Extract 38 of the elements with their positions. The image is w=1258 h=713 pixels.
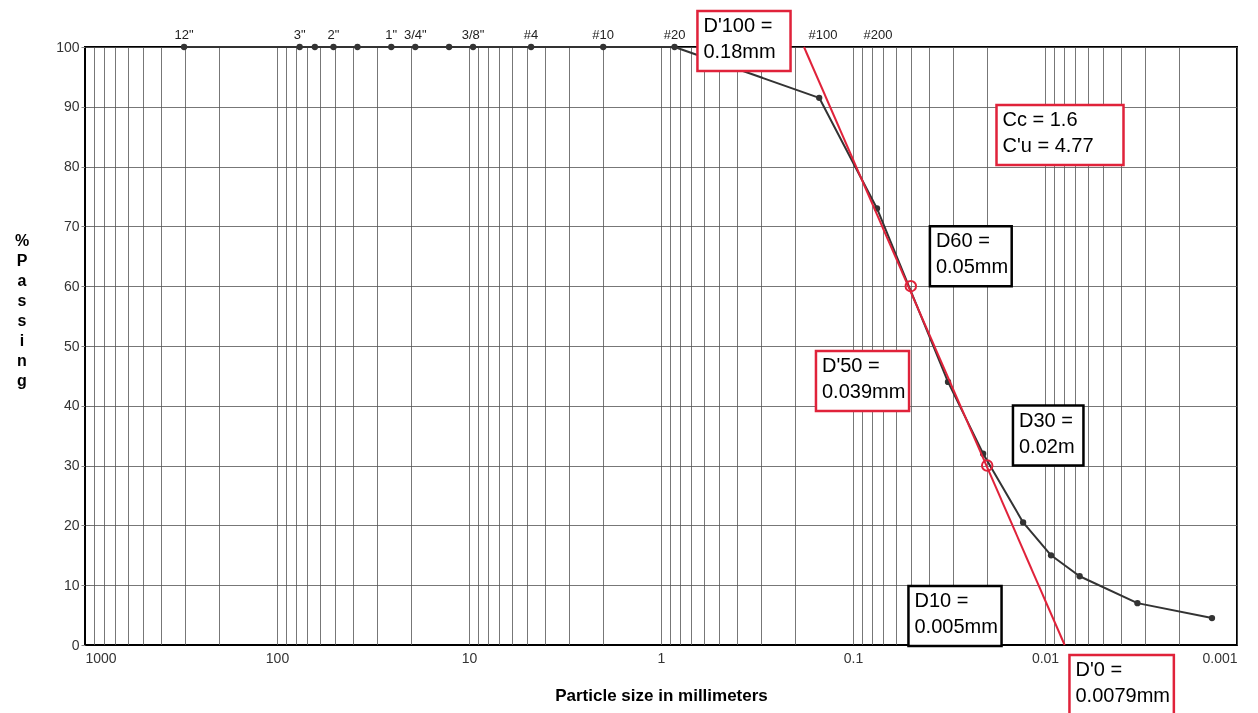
x-tick-label: 1 xyxy=(657,649,666,666)
x-tick-label: 100 xyxy=(265,649,290,666)
x-tick-label: 10 xyxy=(461,649,478,666)
annotation: D10 = 0.005mm xyxy=(914,589,998,637)
x-tick-label: 0.001 xyxy=(1202,649,1238,666)
annotation: D'100 = 0.18mm xyxy=(703,14,776,62)
y-tick-label: 0 xyxy=(71,636,80,653)
y-tick-label: 100 xyxy=(56,38,80,55)
y-tick-label: 90 xyxy=(63,98,80,115)
y-tick-label: 80 xyxy=(63,158,80,175)
annotation: #10 xyxy=(592,27,615,42)
x-tick-label: 1000 xyxy=(85,649,117,666)
x-axis-title: Particle size in millimeters xyxy=(555,685,768,705)
y-tick-label: 10 xyxy=(63,576,80,593)
y-axis-title: % Passing xyxy=(14,232,30,389)
annotation: 1" xyxy=(385,27,398,42)
y-tick-label: 40 xyxy=(63,397,80,414)
annotation: #4 xyxy=(523,27,539,42)
annotation: 2" xyxy=(327,27,340,42)
y-tick-label: 70 xyxy=(63,217,80,234)
annotation: 3/8" xyxy=(461,27,485,42)
annotation: D'50 = 0.039mm xyxy=(821,354,906,402)
x-tick-label: 0.01 xyxy=(1031,649,1060,666)
text: #200 xyxy=(863,27,893,42)
x-tick-label: 0.1 xyxy=(843,649,864,666)
y-tick-label: 30 xyxy=(63,457,80,474)
text: #100 xyxy=(808,27,838,42)
y-tick-label: 20 xyxy=(63,516,80,533)
annotation: 3" xyxy=(293,27,306,42)
annotation: D60 = 0.05mm xyxy=(935,229,1009,278)
annotation: Cc = 1.6 C'u = 4.77 xyxy=(1002,108,1094,156)
y-tick-label: 60 xyxy=(63,277,80,294)
annotation: 3/4" xyxy=(403,27,427,42)
annotation: 12" xyxy=(174,27,194,42)
annotation: D30 = 0.02m xyxy=(1018,408,1075,457)
y-tick-label: 50 xyxy=(63,337,80,354)
annotation: #20 xyxy=(663,27,686,42)
annotation: D'0 = 0.0079mm xyxy=(1075,658,1170,706)
